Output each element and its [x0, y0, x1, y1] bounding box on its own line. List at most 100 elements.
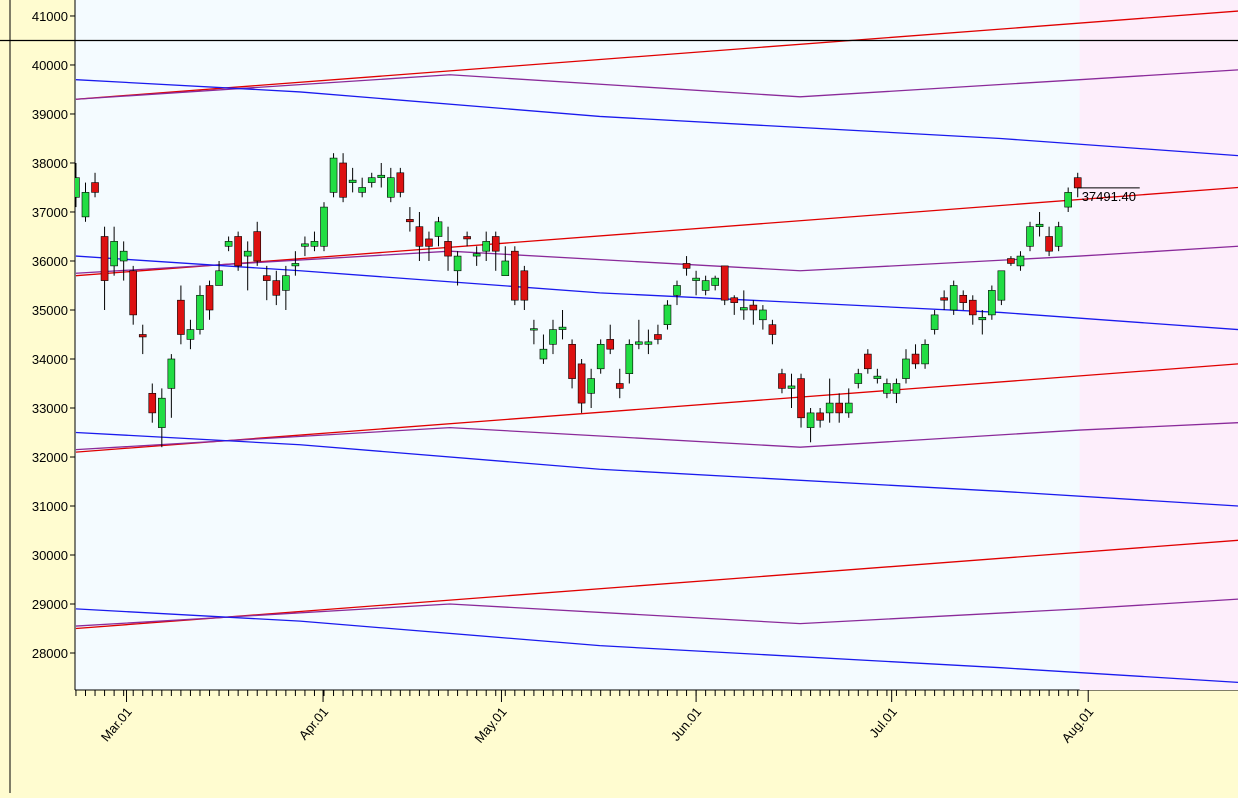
candle-body	[615, 383, 624, 389]
candle-body	[1073, 177, 1082, 189]
candle-body	[1035, 223, 1044, 227]
candle-body	[386, 177, 395, 198]
candle-body	[167, 358, 176, 389]
candle-body	[119, 250, 128, 262]
candle-body	[997, 270, 1006, 301]
candle-body	[797, 378, 805, 419]
band-line	[75, 598, 1238, 627]
candle-body	[444, 241, 452, 257]
candle-body	[91, 182, 99, 193]
candle-body	[1064, 192, 1072, 208]
candle-body	[377, 174, 386, 178]
candle-body	[320, 206, 328, 247]
candle-body	[720, 265, 729, 301]
candle-body	[81, 192, 90, 218]
candle-body	[577, 363, 586, 404]
candle-body	[692, 277, 700, 281]
band-line	[75, 608, 1238, 684]
band-line	[75, 186, 1238, 277]
band-line	[75, 79, 1238, 157]
candle-body	[949, 285, 958, 311]
candle-body	[205, 285, 214, 311]
candle-body	[301, 243, 309, 247]
candle-body	[701, 280, 710, 291]
candle-body	[425, 238, 433, 247]
candle-body	[1007, 258, 1015, 264]
candle-body	[911, 353, 920, 365]
y-tick-label: 37000	[32, 205, 68, 220]
plot-area	[75, 0, 1238, 690]
candle-body	[625, 343, 634, 374]
y-tick-label: 30000	[32, 548, 68, 563]
candle-body	[177, 299, 185, 335]
y-tick-label: 39000	[32, 107, 68, 122]
candle-body	[415, 226, 424, 247]
candle-body	[234, 236, 242, 267]
candle-body	[739, 307, 748, 311]
candle-body	[453, 255, 462, 272]
candle-body	[196, 294, 204, 330]
candle-body	[787, 385, 796, 389]
band-line	[75, 255, 1238, 331]
candle-body	[282, 275, 290, 291]
band-line	[75, 431, 1238, 507]
candle-body	[262, 275, 271, 281]
candle-body	[959, 294, 968, 303]
candle-body	[606, 339, 615, 350]
candle-body	[110, 241, 118, 267]
candle-body	[558, 326, 567, 330]
candle-body	[978, 317, 987, 321]
candle-body	[940, 297, 948, 301]
candle-body	[224, 241, 233, 247]
candle-body	[272, 280, 281, 296]
candle-body	[873, 375, 882, 379]
candle-body	[348, 179, 357, 183]
candle-body	[434, 221, 443, 237]
plot-background	[75, 0, 1238, 690]
candle-body	[730, 297, 739, 303]
candle-body	[549, 329, 557, 345]
candle-body	[75, 177, 80, 198]
candle-body	[186, 329, 195, 340]
candle-body	[635, 341, 643, 345]
candle-body	[491, 236, 500, 252]
candle-body	[759, 309, 767, 321]
candle-body	[844, 402, 853, 414]
candle-body	[930, 314, 939, 330]
y-tick-label: 29000	[32, 597, 68, 612]
candle-body	[902, 358, 910, 379]
band-line	[75, 245, 1238, 274]
y-tick-label: 33000	[32, 401, 68, 416]
candle-body	[854, 373, 863, 384]
candle-body	[138, 334, 147, 338]
candle-body	[358, 187, 366, 193]
candle-body	[406, 219, 414, 223]
candle-body	[539, 348, 548, 360]
y-tick-label: 36000	[32, 254, 68, 269]
candle-body	[921, 343, 929, 365]
candle-body	[396, 172, 405, 193]
candle-body	[968, 299, 977, 316]
candle-body	[749, 304, 758, 311]
candle-body	[654, 334, 662, 340]
candle-body	[291, 263, 300, 267]
candle-body	[148, 392, 157, 414]
candle-body	[253, 231, 262, 262]
candle-body	[243, 250, 252, 257]
candle-body	[329, 157, 338, 193]
candle-body	[463, 236, 471, 240]
candle-body	[644, 341, 653, 345]
band-line	[75, 10, 1238, 100]
candle-body	[587, 378, 595, 394]
candle-body	[129, 270, 137, 316]
candle-body	[673, 285, 681, 296]
y-tick-label: 35000	[32, 303, 68, 318]
y-tick-label: 41000	[32, 9, 68, 24]
band-line	[75, 422, 1238, 451]
band-line	[75, 69, 1238, 100]
candle-body	[215, 270, 223, 286]
candle-body	[310, 241, 319, 247]
band-line	[75, 363, 1238, 453]
candle-body	[806, 412, 815, 428]
